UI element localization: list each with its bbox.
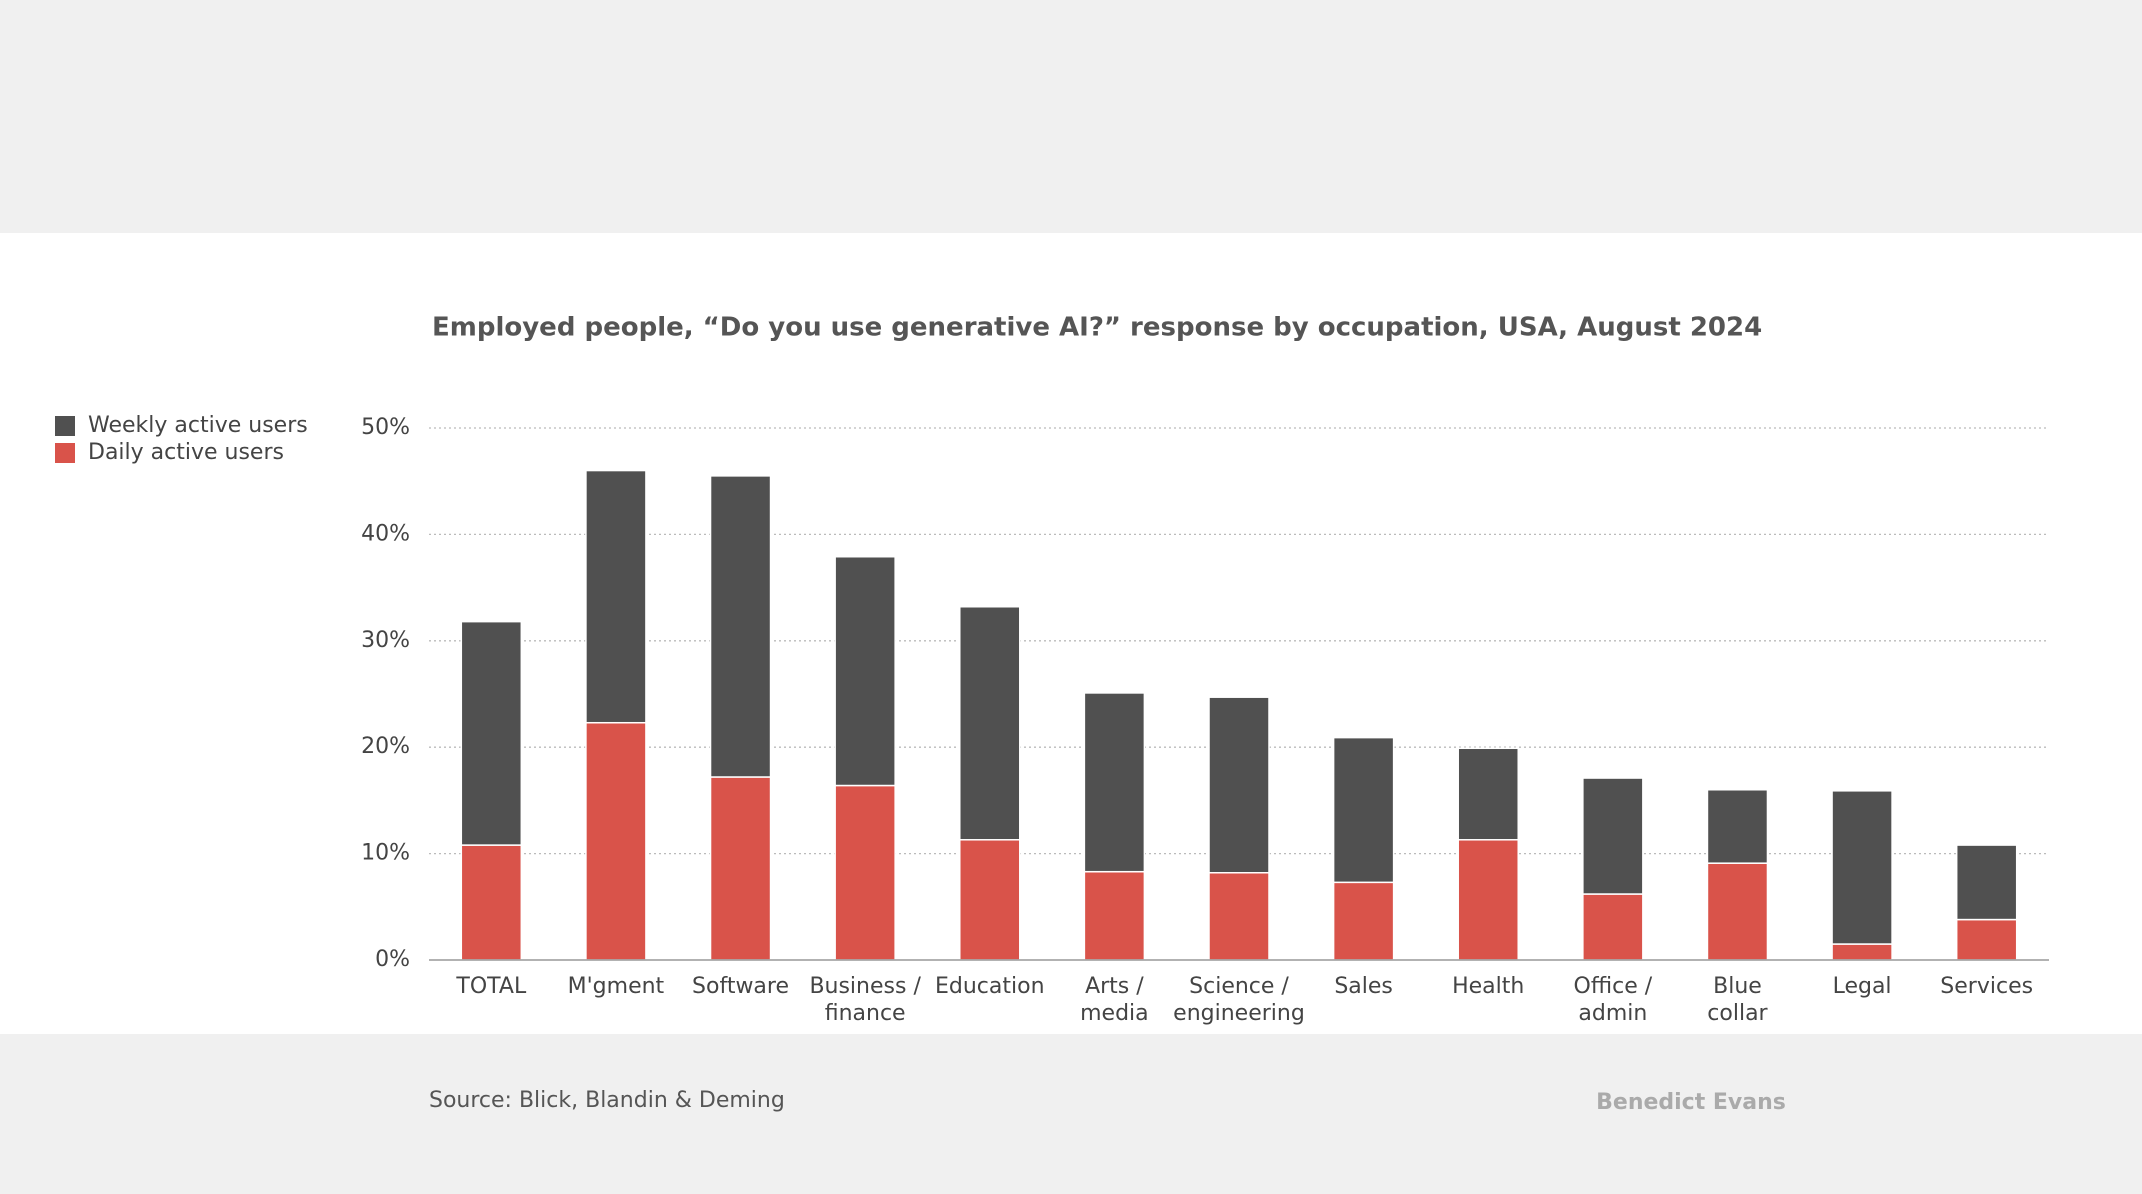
bar-segment — [1208, 872, 1270, 961]
bar-segment — [1582, 777, 1644, 895]
legend-label: Weekly active users — [88, 413, 308, 438]
bar-segment — [1706, 789, 1769, 864]
bar-segment — [834, 555, 896, 787]
bar-segment — [1457, 747, 1519, 841]
x-tick-label: M'gment — [568, 974, 665, 999]
bar-segment — [585, 721, 647, 961]
y-tick-label: 20% — [361, 734, 410, 759]
bar-segment — [709, 776, 772, 961]
x-tick-label: Software — [692, 974, 789, 999]
x-tick-label: Office / admin — [1574, 974, 1653, 1026]
y-tick-label: 50% — [361, 415, 410, 440]
bar-segment — [959, 606, 1021, 841]
x-tick-label: Arts / media — [1080, 974, 1149, 1026]
bar-segment — [709, 475, 772, 778]
source: Source: Blick, Blandin & Deming — [429, 1088, 785, 1113]
x-tick-label: Health — [1452, 974, 1524, 999]
y-tick-label: 0% — [375, 947, 410, 972]
bar-segment — [834, 784, 896, 961]
x-tick-label: Sales — [1334, 974, 1393, 999]
chart-title: Employed people, “Do you use generative … — [432, 313, 1762, 343]
x-tick-label: TOTAL — [455, 974, 527, 999]
bar-segment — [1083, 870, 1146, 961]
bar-segment — [1706, 862, 1769, 961]
bar-segment — [1831, 943, 1893, 961]
bar-segment — [959, 839, 1021, 961]
bar-segment — [1332, 881, 1395, 961]
bar-segment — [1582, 893, 1644, 961]
bar-segment — [460, 844, 523, 961]
x-tick-label: Education — [935, 974, 1045, 999]
x-tick-label: Blue collar — [1707, 974, 1768, 1026]
credit: Benedict Evans — [1596, 1090, 1786, 1115]
y-tick-label: 30% — [361, 628, 410, 653]
y-tick-label: 10% — [361, 841, 410, 866]
bar-segment — [1955, 918, 2018, 961]
bar-segment — [1208, 696, 1270, 874]
x-tick-label: Services — [1940, 974, 2033, 999]
chart-panel — [0, 233, 2142, 1034]
bar-segment — [585, 469, 647, 724]
bar-segment — [1955, 844, 2018, 921]
bar-segment — [1457, 839, 1519, 961]
bar-segment — [1083, 692, 1146, 873]
bar-segment — [1831, 790, 1893, 945]
x-tick-label: Legal — [1833, 974, 1892, 999]
y-tick-label: 40% — [361, 521, 410, 546]
x-tick-label: Science / engineering — [1173, 974, 1305, 1026]
bar-segment — [1332, 736, 1395, 884]
legend-swatch — [55, 416, 75, 436]
legend-label: Daily active users — [88, 440, 284, 465]
bar-segment — [460, 620, 523, 846]
x-tick-label: Business / finance — [809, 974, 921, 1026]
legend-swatch — [55, 443, 75, 463]
